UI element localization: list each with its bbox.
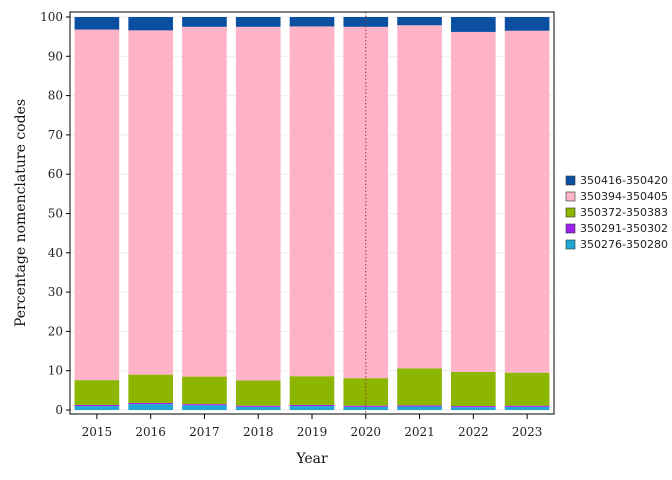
y-tick-label: 100 [40,10,63,24]
y-tick-label: 70 [48,128,63,142]
bar-segment [504,405,550,407]
y-axis: 0 10 20 30 40 50 60 70 80 90 100 [40,10,70,417]
x-tick-label: 2019 [297,425,328,439]
y-axis-title: Percentage nomenclature codes [13,99,29,327]
bar-segment [74,404,120,407]
bar-segment [128,30,173,375]
bar-segment [235,17,281,27]
bar-segment [451,406,496,408]
bar-segment [289,26,335,377]
legend-swatch [565,223,576,234]
bar-segment [182,405,227,410]
bar-segment [74,380,120,405]
bar-segment [289,406,335,410]
y-tick-label: 40 [48,246,63,260]
bar-segment [289,376,335,405]
bar-segment [235,380,281,406]
bar-segment [451,17,496,32]
bar-segment [128,17,173,31]
y-tick-label: 90 [48,49,63,63]
bar-segment [504,30,550,373]
bar-segment [504,372,550,406]
legend-swatch [565,239,576,250]
legend-label: 350276-350280 [580,238,668,251]
legend-label: 350394-350405 [580,190,668,203]
y-tick-label: 20 [48,324,63,338]
x-tick-label: 2023 [512,425,543,439]
bar-segment [182,17,227,27]
bar-segment [235,406,281,410]
bar-segment [74,17,120,30]
bar-segment [397,406,442,410]
bar-segment [182,26,227,377]
bars [74,17,550,410]
bar-segment [235,26,281,381]
bar-segment [504,406,550,410]
bar-segment [74,29,120,381]
legend-label: 350372-350383 [580,206,668,219]
bar-segment [451,407,496,410]
bar-segment [128,402,173,405]
bar-segment [235,405,281,407]
legend-swatch [565,191,576,202]
bar-segment [504,17,550,31]
y-tick-label: 60 [48,167,63,181]
legend-swatch [565,175,576,186]
y-tick-label: 50 [48,207,63,221]
y-tick-label: 30 [48,285,63,299]
legend-swatch [565,207,576,218]
bar-segment [343,17,389,27]
x-tick-label: 2021 [404,425,435,439]
bar-segment [451,371,496,407]
x-tick-label: 2017 [189,425,220,439]
bar-segment [397,368,442,406]
bar-segment [397,405,442,407]
bar-segment [182,376,227,405]
bar-segment [289,17,335,27]
bar-segment [451,31,496,372]
x-axis: 2015 2016 2017 2018 2019 2020 2021 2022 2023 [82,414,543,439]
legend-label: 350416-350420 [580,174,668,187]
bar-segment [182,404,227,406]
bar-segment [128,374,173,403]
legend-label: 350291-350302 [580,222,668,235]
bar-segment [343,405,389,407]
x-tick-label: 2018 [243,425,274,439]
y-tick-label: 0 [55,403,63,417]
bar-segment [289,404,335,407]
bar-segment [74,406,120,410]
x-tick-label: 2015 [82,425,113,439]
bar-segment [397,17,442,26]
y-tick-label: 10 [48,364,63,378]
bar-segment [128,404,173,410]
x-tick-label: 2016 [135,425,166,439]
legend: 350416-350420 350394-350405 350372-350383 3… [565,174,668,251]
y-tick-label: 80 [48,89,63,103]
x-tick-label: 2022 [458,425,489,439]
x-axis-title: Year [295,451,328,467]
x-tick-label: 2020 [351,425,382,439]
bar-segment [397,25,442,369]
